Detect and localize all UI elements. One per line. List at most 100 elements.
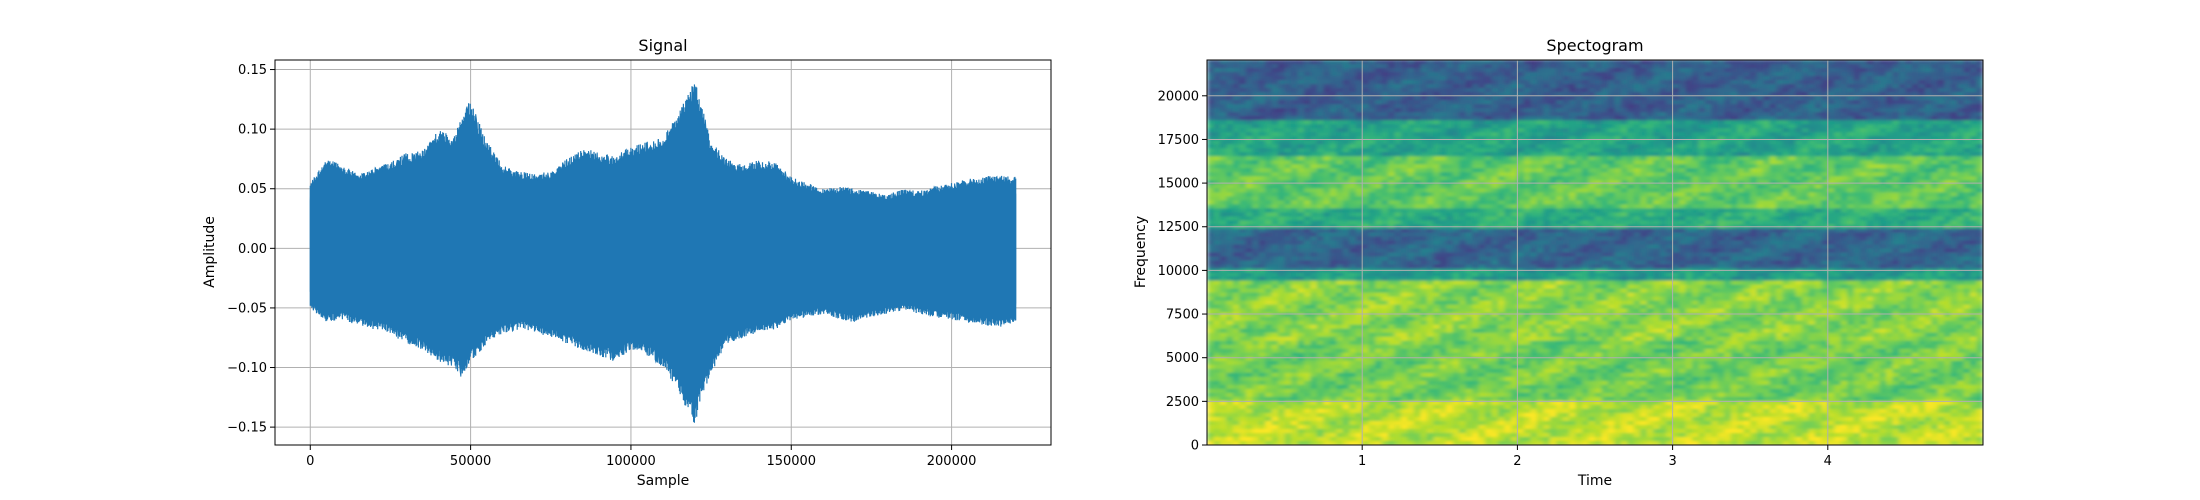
spectrogram-cell xyxy=(1291,312,1299,318)
spectrogram-cell xyxy=(1478,168,1486,173)
spectrogram-cell xyxy=(1478,428,1486,434)
spectrogram-cell xyxy=(1336,160,1344,165)
spectrogram-cell xyxy=(1459,312,1467,318)
spectrogram-cell xyxy=(1336,148,1344,153)
spectrogram-cell xyxy=(1355,164,1363,169)
spectrogram-cell xyxy=(1446,76,1454,81)
spectrogram-cell xyxy=(1297,336,1305,342)
spectrogram-cell xyxy=(1530,136,1538,141)
spectrogram-cell xyxy=(1465,152,1473,157)
spectrogram-cell xyxy=(1362,172,1370,177)
spectrogram-cell xyxy=(1323,212,1331,218)
spectrogram-cell xyxy=(1420,292,1428,298)
spectrogram-cell xyxy=(1310,364,1318,370)
spectrogram-cell xyxy=(1433,124,1441,129)
spectrogram-cell xyxy=(1349,168,1357,173)
spectrogram-cell xyxy=(1239,252,1247,258)
spectrogram-cell xyxy=(1291,356,1299,362)
spectrogram-cell xyxy=(1420,192,1428,197)
spectrogram-cell xyxy=(1271,140,1279,145)
spectrogram-cell xyxy=(1510,144,1518,149)
spectrogram-cell xyxy=(1452,192,1460,197)
spectrogram-cell xyxy=(1498,176,1506,181)
spectrogram-cell xyxy=(1368,128,1376,133)
spectrogram-cell xyxy=(1226,312,1234,318)
spectrogram-cell xyxy=(1498,76,1506,81)
spectrogram-cell xyxy=(1213,148,1221,153)
spectrogram-cell xyxy=(1226,116,1234,121)
spectrogram-cell xyxy=(1459,124,1467,129)
spectrogram-cell xyxy=(1394,176,1402,181)
spectrogram-cell xyxy=(1433,240,1441,246)
spectrogram-cell xyxy=(1394,440,1402,445)
spectrogram-cell xyxy=(1401,336,1409,342)
spectrogram-cell xyxy=(1284,64,1292,69)
spectrogram-cell xyxy=(1291,108,1299,113)
spectrogram-cell xyxy=(1336,108,1344,113)
spectrogram-cell xyxy=(1278,240,1286,246)
spectrogram-cell xyxy=(1498,80,1506,85)
spectrogram-cell xyxy=(1413,232,1421,238)
spectrogram-cell xyxy=(1349,96,1357,101)
spectrogram-cell xyxy=(1478,204,1486,209)
spectrogram-cell xyxy=(1478,260,1486,266)
spectrogram-cell xyxy=(1297,392,1305,398)
spectrogram-cell xyxy=(1310,188,1318,193)
spectrogram-cell xyxy=(1342,60,1350,65)
spectrogram-cell xyxy=(1329,252,1337,258)
spectrogram-cell xyxy=(1465,264,1473,270)
spectrogram-cell xyxy=(1245,364,1253,370)
spectrogram-cell xyxy=(1452,300,1460,306)
spectrogram-cell xyxy=(1245,372,1253,378)
spectrogram-cell xyxy=(1394,388,1402,394)
spectrogram-cell xyxy=(1323,264,1331,270)
spectrogram-cell xyxy=(1245,112,1253,117)
spectrogram-cell xyxy=(1342,244,1350,250)
spectrogram-cell xyxy=(1517,424,1525,430)
spectrogram-cell xyxy=(1362,184,1370,189)
spectrogram-cell xyxy=(1232,428,1240,434)
spectrogram-cell xyxy=(1226,364,1234,370)
spectrogram-cell xyxy=(1219,284,1227,290)
spectrogram-cell xyxy=(1239,332,1247,338)
spectrogram-cell xyxy=(1478,156,1486,161)
spectrogram-cell xyxy=(1304,284,1312,290)
spectrogram-cell xyxy=(1232,228,1240,234)
spectrogram-cell xyxy=(1336,116,1344,121)
spectrogram-cell xyxy=(1219,384,1227,390)
spectrogram-cell xyxy=(1394,344,1402,350)
spectrogram-cell xyxy=(1472,172,1480,177)
spectrogram-cell xyxy=(1245,412,1253,418)
spectrogram-cell xyxy=(1362,352,1370,358)
spectrogram-cell xyxy=(1323,60,1331,65)
spectrogram-cell xyxy=(1304,292,1312,298)
spectrogram-cell xyxy=(1420,368,1428,374)
spectrogram-cell xyxy=(1258,192,1266,197)
spectrogram-cell xyxy=(1252,424,1260,430)
spectrogram-cell xyxy=(1388,188,1396,193)
spectrogram-cell xyxy=(1401,216,1409,222)
spectrogram-cell xyxy=(1291,324,1299,330)
spectrogram-cell xyxy=(1472,380,1480,386)
spectrogram-cell xyxy=(1439,356,1447,362)
spectrogram-cell xyxy=(1304,136,1312,141)
spectrogram-cell xyxy=(1375,276,1383,282)
spectrogram-cell xyxy=(1485,384,1493,390)
spectrogram-cell xyxy=(1452,232,1460,238)
spectrogram-cell xyxy=(1407,408,1415,414)
spectrogram-cell xyxy=(1207,264,1215,270)
spectrogram-cell xyxy=(1316,116,1324,121)
spectrogram-cell xyxy=(1413,212,1421,218)
spectrogram-cell xyxy=(1316,272,1324,278)
spectrogram-cell xyxy=(1258,328,1266,334)
spectrogram-cell xyxy=(1530,84,1538,89)
spectrogram-cell xyxy=(1297,436,1305,442)
spectrogram-cell xyxy=(1310,120,1318,125)
spectrogram-cell xyxy=(1504,404,1512,410)
spectrogram-cell xyxy=(1491,416,1499,422)
spectrogram-cell xyxy=(1433,68,1441,73)
spectrogram-cell xyxy=(1401,296,1409,302)
spectrogram-cell xyxy=(1245,376,1253,382)
spectrogram-cell xyxy=(1401,84,1409,89)
spectrogram-cell xyxy=(1401,408,1409,414)
